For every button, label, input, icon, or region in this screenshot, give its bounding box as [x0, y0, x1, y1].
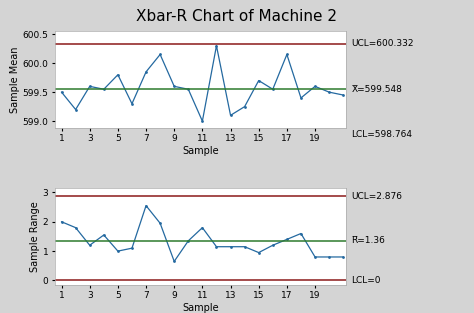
- Y-axis label: Sample Range: Sample Range: [30, 201, 40, 272]
- Text: LCL=0: LCL=0: [352, 276, 381, 285]
- Text: LCL=598.764: LCL=598.764: [352, 130, 412, 139]
- Text: UCL=600.332: UCL=600.332: [352, 39, 414, 49]
- Y-axis label: Sample Mean: Sample Mean: [9, 46, 19, 113]
- X-axis label: Sample: Sample: [182, 146, 219, 156]
- Text: R̅=1.36: R̅=1.36: [352, 236, 385, 245]
- Text: Xbar-R Chart of Machine 2: Xbar-R Chart of Machine 2: [137, 9, 337, 24]
- X-axis label: Sample: Sample: [182, 303, 219, 313]
- Text: X̅=599.548: X̅=599.548: [352, 85, 402, 94]
- Text: UCL=2.876: UCL=2.876: [352, 192, 402, 201]
